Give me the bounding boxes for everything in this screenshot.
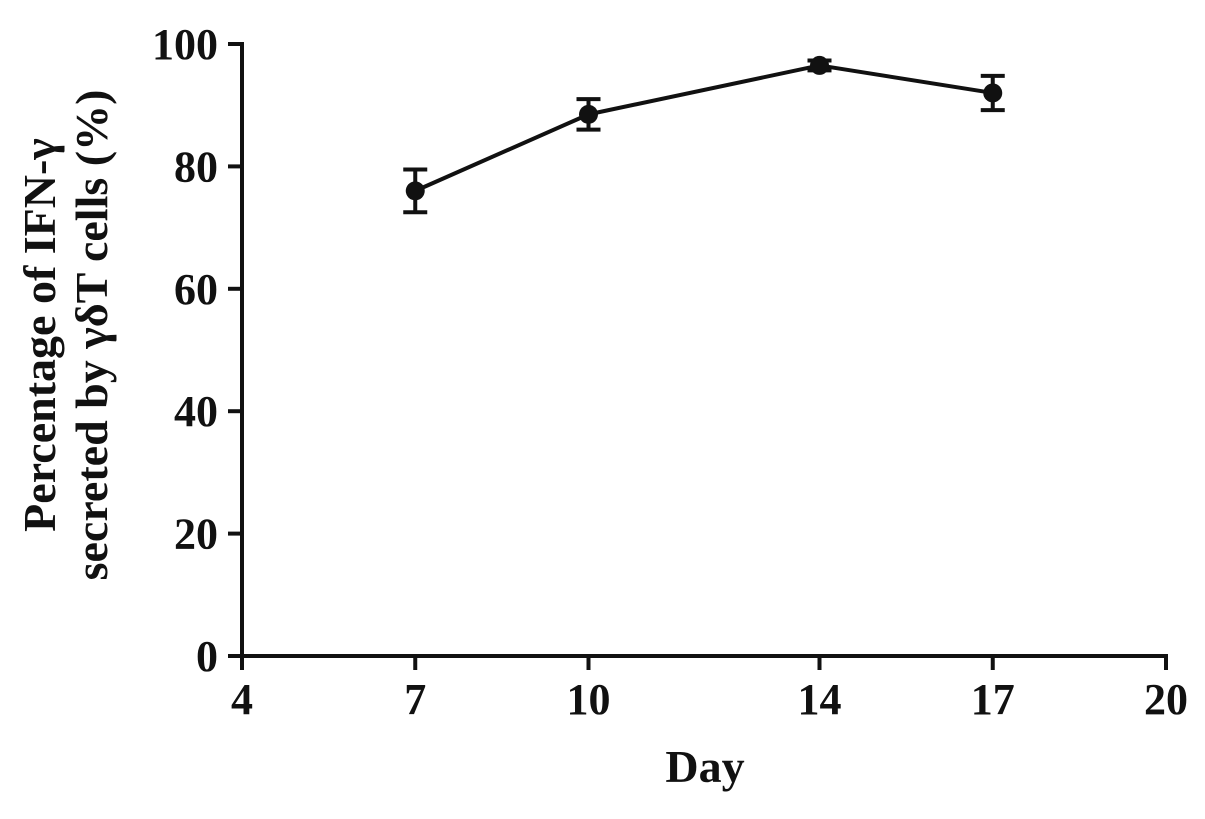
x-tick-label: 10 xyxy=(567,675,611,724)
data-point xyxy=(579,104,598,124)
y-tick-label: 40 xyxy=(174,387,218,436)
y-tick-label: 20 xyxy=(174,510,218,559)
x-tick-label: 14 xyxy=(798,675,842,724)
x-axis-label: Day xyxy=(665,741,744,792)
data-series xyxy=(403,55,1005,215)
y-axis-label-line2: secreted by γδT cells (%) xyxy=(66,90,117,581)
y-tick-label: 80 xyxy=(174,142,218,191)
x-tick-label: 4 xyxy=(231,675,253,724)
axes: 4 7 10 14 17 20 0 20 40 60 80 100 xyxy=(152,20,1188,724)
x-tick-label: 7 xyxy=(404,675,426,724)
data-point xyxy=(983,83,1003,103)
data-point xyxy=(810,55,829,75)
x-tick-label: 20 xyxy=(1144,675,1188,724)
y-axis-label-line1: Percentage of IFN-γ xyxy=(14,138,65,532)
data-point xyxy=(405,181,425,201)
x-tick-label: 17 xyxy=(971,675,1015,724)
y-tick-label: 60 xyxy=(174,265,218,314)
y-tick-label: 0 xyxy=(196,632,218,681)
series-line xyxy=(414,63,994,193)
y-tick-label: 100 xyxy=(152,20,218,69)
